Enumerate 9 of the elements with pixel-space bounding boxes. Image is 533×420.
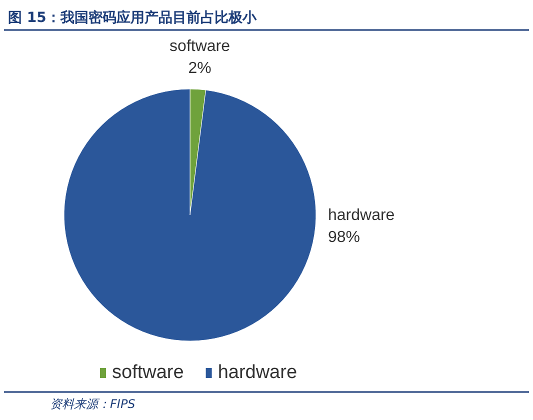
slice-label: hardware: [328, 207, 395, 224]
text: 资料来源：FIPS: [50, 397, 136, 411]
chart-title: 图 15：我国密码应用产品目前占比极小: [8, 9, 258, 26]
slice-label: software: [170, 38, 230, 55]
data-label: 98%: [328, 229, 360, 246]
data-label: 2%: [188, 60, 212, 77]
legend-label: software: [112, 362, 184, 383]
pie-slice: [64, 88, 316, 341]
legend-label: hardware: [218, 362, 298, 383]
